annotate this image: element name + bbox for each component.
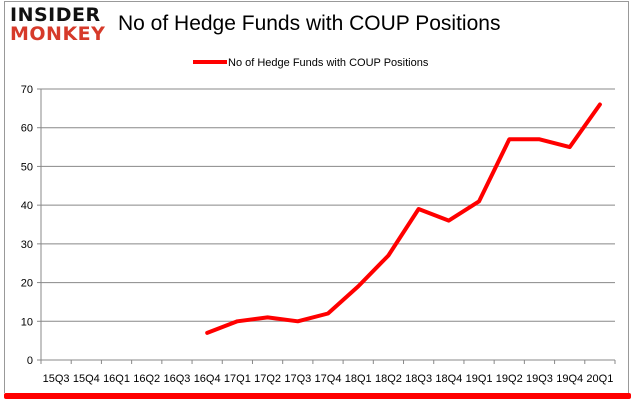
legend-label: No of Hedge Funds with COUP Positions [228,57,429,69]
bottom-border [4,393,631,399]
x-tick-label: 17Q4 [315,373,342,385]
x-tick-label: 15Q4 [73,373,100,385]
x-tick-label: 16Q2 [133,373,160,385]
x-tick-label: 16Q1 [103,373,130,385]
y-tick-label: 40 [21,200,33,212]
x-tick-label: 18Q1 [345,373,372,385]
insider-monkey-logo: INSIDER MONKEY [10,6,105,44]
x-tick-label: 18Q3 [405,373,432,385]
y-tick-label: 10 [21,316,33,328]
x-tick-label: 18Q2 [375,373,402,385]
chart-title: No of Hedge Funds with COUP Positions [118,12,501,35]
x-tick-label: 19Q3 [526,373,553,385]
x-tick-label: 19Q4 [556,373,583,385]
x-tick-label: 19Q2 [496,373,523,385]
y-tick-label: 70 [21,84,33,96]
x-tick-label: 19Q1 [466,373,493,385]
x-tick-label: 16Q3 [163,373,190,385]
x-tick-label: 16Q4 [194,373,221,385]
y-tick-label: 20 [21,278,33,290]
x-tick-label: 17Q2 [254,373,281,385]
y-tick-label: 60 [21,123,33,135]
y-tick-label: 0 [27,355,33,367]
x-tick-label: 15Q3 [43,373,70,385]
x-tick-label: 20Q1 [586,373,613,385]
y-tick-label: 50 [21,161,33,173]
y-tick-label: 30 [21,239,33,251]
logo-line1: INSIDER [10,4,101,26]
x-tick-label: 18Q4 [435,373,462,385]
logo-line2: MONKEY [10,23,106,45]
x-tick-label: 17Q1 [224,373,251,385]
x-tick-label: 17Q3 [284,373,311,385]
chart-frame [4,1,629,393]
series-line [205,102,602,335]
